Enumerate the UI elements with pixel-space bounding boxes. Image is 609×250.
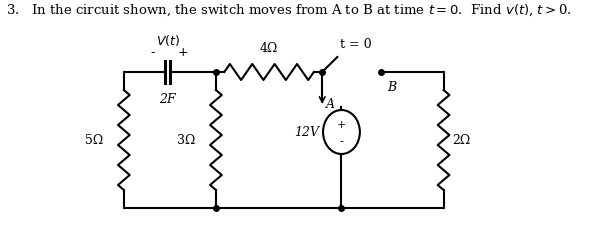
Text: -: -	[339, 136, 343, 145]
Text: t = 0: t = 0	[340, 38, 371, 51]
Text: 2F: 2F	[159, 93, 175, 106]
Text: $V(t)$: $V(t)$	[156, 33, 180, 48]
Text: A: A	[326, 97, 336, 110]
Text: B: B	[387, 81, 396, 94]
Text: 3Ω: 3Ω	[177, 134, 195, 147]
Text: +: +	[337, 120, 346, 130]
Text: 4Ω: 4Ω	[259, 42, 278, 55]
Text: +: +	[178, 46, 189, 59]
Text: 2Ω: 2Ω	[452, 134, 470, 147]
Text: 5Ω: 5Ω	[85, 134, 103, 147]
Text: 3.   In the circuit shown, the switch moves from A to B at time $t = 0$.  Find $: 3. In the circuit shown, the switch move…	[6, 3, 572, 18]
Text: 12V: 12V	[294, 126, 319, 139]
Text: -: -	[150, 46, 155, 59]
